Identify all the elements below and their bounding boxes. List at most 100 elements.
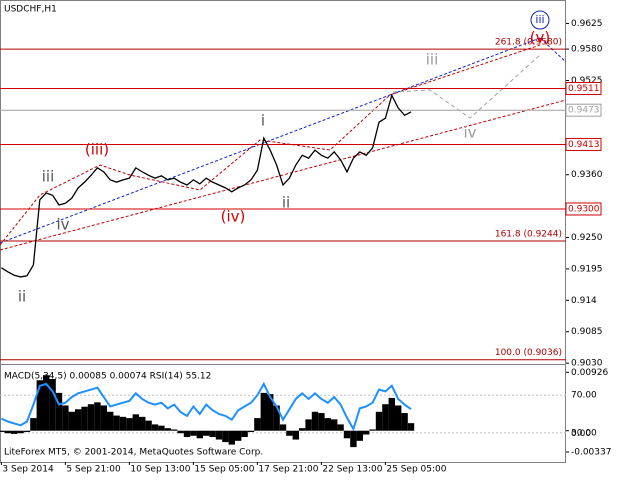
macd-bar: [145, 420, 152, 431]
wave-circle: [530, 10, 550, 30]
wave-path: [0, 44, 541, 246]
macd-bar: [343, 430, 351, 439]
macd-bar: [107, 411, 114, 431]
x-tick-label: 10 Sep 13:00: [130, 465, 190, 475]
macd-bar: [382, 404, 389, 431]
macd-bar: [11, 430, 18, 434]
macd-bar: [49, 378, 56, 431]
macd-bar: [260, 392, 267, 431]
level-label: 0.9413: [568, 140, 600, 150]
macd-bar: [247, 430, 255, 432]
macd-bar: [292, 430, 299, 440]
macd-bar: [401, 413, 408, 431]
y-tick-label: 0.9525: [571, 76, 603, 86]
macd-bar: [55, 392, 63, 431]
macd-bar: [331, 419, 338, 431]
macd-bar: [75, 409, 82, 431]
macd-bar: [30, 418, 37, 431]
y-tick-label: 0.9195: [571, 264, 603, 274]
x-tick-label: 15 Sep 05:00: [194, 465, 254, 475]
macd-bar: [119, 416, 127, 431]
x-tick-label: 22 Sep 13:00: [322, 465, 382, 475]
macd-bar: [356, 430, 363, 441]
fib-label: 100.0 (0.9036): [495, 348, 562, 358]
macd-bar: [183, 430, 191, 438]
macd-bar: [228, 430, 235, 445]
x-tick-label: 17 Sep 21:00: [258, 465, 318, 475]
macd-bar: [171, 429, 178, 431]
macd-bar: [196, 430, 203, 439]
wave-label: ii: [282, 194, 290, 212]
y-tick-label: 0.9250: [571, 233, 603, 243]
macd-bar: [68, 411, 75, 431]
macd-bar: [305, 419, 312, 431]
level-label: 0.9473: [568, 106, 600, 116]
y-tick-label: 0.9030: [571, 359, 603, 369]
y-tick-label: 0.00: [571, 429, 591, 439]
wave-label: iii: [42, 168, 55, 186]
wave-label: iv: [56, 216, 69, 234]
macd-bar: [158, 425, 165, 431]
macd-bar: [254, 418, 261, 431]
y2-tick-label: 30.00: [571, 428, 597, 438]
wave-label: ii: [18, 288, 26, 306]
macd-bar: [337, 424, 344, 431]
y-tick-label: 0.9360: [571, 170, 603, 180]
macd-bar: [81, 406, 88, 431]
macd-bar: [286, 430, 293, 436]
macd-bar: [311, 411, 319, 431]
macd-bar: [100, 405, 107, 431]
macd-bar: [299, 428, 306, 431]
macd-bar: [395, 405, 402, 431]
macd-bar: [126, 418, 133, 431]
chart-title: USDCHF,H1: [4, 5, 57, 15]
macd-bar: [363, 430, 370, 435]
macd-bar: [113, 415, 120, 431]
macd-bar: [388, 397, 395, 431]
macd-bar: [375, 411, 383, 431]
macd-bar: [318, 413, 325, 431]
macd-bar: [369, 429, 376, 431]
macd-bar: [151, 424, 159, 431]
wave-label: (iv): [221, 208, 246, 226]
macd-bar: [62, 405, 69, 431]
wave-label: iii: [535, 13, 544, 26]
y-tick-label: 0.9580: [571, 45, 603, 55]
macd-bar: [407, 423, 415, 431]
macd-bar: [350, 430, 357, 448]
macd-bar: [215, 430, 223, 440]
macd-bar: [209, 430, 216, 438]
macd-bar: [241, 430, 248, 438]
macd-bar: [164, 428, 171, 431]
frame: [0, 0, 566, 463]
macd-bar: [17, 430, 24, 434]
macd-bar: [23, 430, 31, 432]
rsi-line: [0, 381, 412, 432]
macd-bar: [267, 394, 274, 431]
wave-label: iii: [426, 51, 439, 69]
trend-line: [0, 99, 567, 251]
macd-bar: [203, 430, 210, 436]
fib-label: 261.8 (0.9580): [495, 38, 562, 48]
macd-bar: [43, 375, 50, 431]
y-tick-label: 0.914: [571, 296, 597, 306]
level-label: 0.9300: [568, 204, 600, 214]
macd-bar: [190, 430, 197, 436]
x-tick-label: 25 Sep 05:00: [386, 465, 446, 475]
macd-bar: [94, 402, 101, 431]
y2-tick-label: 70.00: [571, 391, 597, 401]
x-tick-label: 5 Sep 21:00: [66, 465, 121, 475]
macd-bar: [132, 414, 139, 431]
macd-bar: [222, 430, 229, 443]
macd-bar: [4, 430, 11, 434]
y-tick-label: 0.9625: [571, 19, 603, 29]
macd-bar: [324, 418, 331, 431]
macd-bar: [235, 430, 242, 441]
y-tick-label: -0.00337: [571, 447, 611, 457]
price-line: [1, 93, 412, 278]
y-tick-label: 0.00926: [571, 368, 608, 378]
macd-bar: [273, 405, 280, 431]
level-box: [565, 137, 602, 151]
footer: LiteForex MT5, © 2001-2014, MetaQuotes S…: [4, 448, 263, 458]
